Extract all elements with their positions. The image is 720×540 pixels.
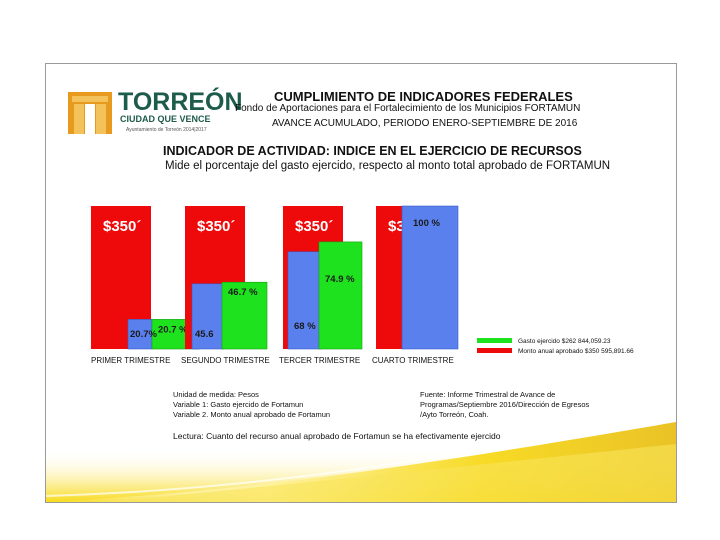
source-line-1: Fuente: Informe Trimestral de Avance de: [420, 390, 556, 399]
indicator-description: Mide el porcentaje del gasto ejercido, r…: [165, 160, 611, 172]
bar-executed-3: [318, 241, 363, 350]
category-label-1: PRIMER TRIMESTRE: [91, 356, 170, 365]
bar-executed-1: [151, 319, 200, 350]
notes-source: Fuente: Informe Trimestral de Avance de …: [420, 390, 620, 420]
green-label-1: 20.7 %: [158, 324, 188, 335]
page-title: CUMPLIMIENTO DE INDICADORES FEDERALES: [274, 89, 573, 104]
legend-swatch-executed: [477, 338, 512, 343]
green-label-3: 74.9 %: [325, 274, 355, 285]
notes-left: Unidad de medida: Pesos Variable 1: Gast…: [173, 390, 330, 420]
legend-label-approved: Monto anual aprobado $350 595,891.66: [518, 348, 634, 355]
bar-spent-3: [287, 251, 322, 350]
total-label-3: $350´: [295, 218, 333, 235]
bar-executed-2: [221, 281, 268, 350]
page-subtitle: Fondo de Aportaciones para el Fortalecim…: [235, 103, 581, 114]
note-variable-2: Variable 2. Monto anual aprobado de Fort…: [173, 410, 331, 419]
blue-label-3: 68 %: [294, 321, 316, 332]
total-label-2: $350´: [197, 218, 235, 235]
total-label-4: $350´: [388, 218, 426, 235]
logo-subline: Ayuntamiento de Torreón 2014|2017: [126, 127, 207, 133]
bar-approved-4: [376, 206, 458, 349]
source-line-2: Programas/Septiembre 2016/Dirección de E…: [420, 400, 590, 409]
legend-swatch-approved: [477, 348, 512, 353]
slide: TORREÓN CIUDAD QUE VENCE Ayuntamiento de…: [45, 63, 677, 503]
total-label-1: $350´: [103, 218, 141, 235]
blue-label-2: 45.6: [195, 329, 214, 340]
logo: TORREÓN CIUDAD QUE VENCE Ayuntamiento de…: [68, 88, 243, 136]
period-text: AVANCE ACUMULADO, PERIODO ENERO-SEPTIEMB…: [272, 118, 578, 129]
source-line-3: /Ayto Torreón, Coah.: [420, 410, 489, 419]
note-unit: Unidad de medida: Pesos: [173, 390, 259, 399]
legend-label-executed: Gasto ejercido $262 844,059.23: [518, 338, 611, 345]
bar-spent-2: [191, 283, 225, 350]
decorative-swoosh: [46, 411, 676, 502]
green-label-2: 46.7 %: [228, 287, 258, 298]
logo-wordmark: TORREÓN: [118, 88, 243, 116]
bar-approved-3: [283, 206, 343, 349]
category-label-2: SEGUNDO TRIMESTRE: [181, 356, 270, 365]
tower-logo-icon: [68, 92, 112, 134]
bar-approved-1: [91, 206, 151, 349]
bar-approved-2: [185, 206, 245, 349]
bar-spent-4: [401, 205, 459, 350]
category-label-3: TERCER TRIMESTRE: [279, 356, 360, 365]
indicator-title: INDICADOR DE ACTIVIDAD: INDICE EN EL EJE…: [163, 144, 582, 158]
category-label-4: CUARTO TRIMESTRE: [372, 356, 454, 365]
logo-tagline: CIUDAD QUE VENCE: [120, 114, 211, 124]
lectura-note: Lectura: Cuanto del recurso anual aproba…: [173, 431, 501, 441]
note-variable-1: Variable 1: Gasto ejercido de Fortamun: [173, 400, 304, 409]
header: CUMPLIMIENTO DE INDICADORES FEDERALES Fo…: [46, 89, 676, 134]
blue-label-4: 100 %: [413, 218, 440, 229]
blue-label-1: 20.7%: [130, 329, 157, 340]
bar-spent-1: [127, 319, 153, 350]
